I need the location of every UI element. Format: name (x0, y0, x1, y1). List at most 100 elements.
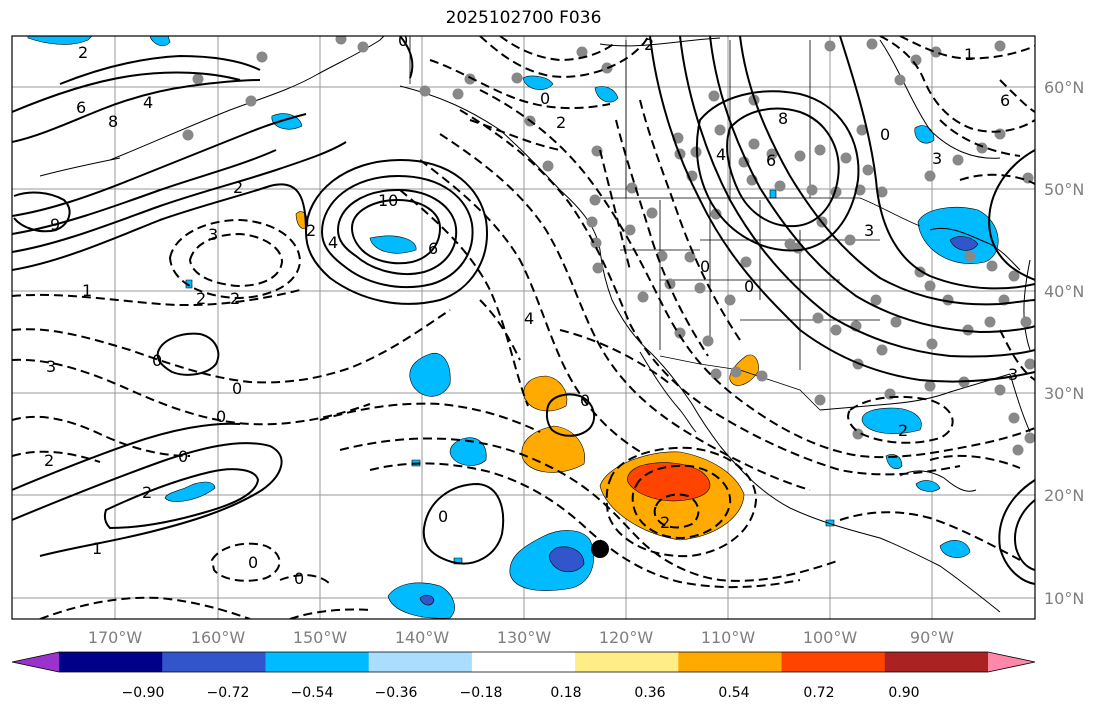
clabel-0-n: 0 (540, 89, 550, 108)
contour-wave-7 (59, 54, 261, 85)
shade-orange-1 (523, 375, 568, 412)
contour-labels: 2 6 8 4 9 2 10 2 4 6 3 2 2 1 0 3 0 0 2 0… (44, 31, 1018, 588)
shade-blue-central-am (939, 540, 971, 558)
clabel-2-top: 2 (644, 35, 654, 54)
clabel-neg3-nw: 3 (208, 225, 218, 244)
clabel-8-ridge: 8 (778, 109, 788, 128)
clabel-neg2-gulf: 2 (898, 421, 908, 440)
cb-label-8: 0.72 (803, 685, 834, 701)
station-dot (870, 294, 882, 306)
contour-wave-4 (12, 113, 307, 217)
contour-pac-2 (103, 468, 260, 530)
clabel-6-ne: 6 (1000, 91, 1010, 110)
dashed-wave-1 (12, 289, 301, 307)
contour-ridge-7 (726, 107, 840, 228)
colorbar (11, 651, 1036, 673)
contour-high-1 (304, 158, 488, 305)
cb-label-9: 0.90 (888, 685, 919, 701)
clabel-0-b: 0 (216, 407, 226, 426)
contour-wave-6 (12, 71, 241, 113)
dashed-rockies-1 (639, 99, 741, 341)
colorbar-segment-3 (265, 652, 370, 672)
lat-tick-labels: 60°N 50°N 40°N 30°N 20°N 10°N (1044, 78, 1084, 608)
station-dot (806, 184, 818, 196)
station-dot (730, 366, 742, 378)
station-dot (994, 128, 1006, 140)
contour-ridge-4 (739, 36, 1035, 306)
dashed-gulf-2 (929, 454, 1021, 469)
clabel-1-w: 1 (82, 281, 92, 300)
station-dot (812, 312, 824, 324)
dashed-north-3 (429, 59, 611, 110)
station-dot (814, 144, 826, 156)
station-dot (182, 129, 194, 141)
clabel-4-ridge: 4 (716, 145, 726, 164)
station-dot (876, 344, 888, 356)
dashed-sw-4 (289, 608, 371, 619)
colorbar-segment-1 (59, 652, 163, 672)
station-dot (866, 38, 878, 50)
station-dot (708, 90, 720, 102)
station-dot (589, 194, 601, 206)
cb-label-3: −0.36 (375, 685, 418, 701)
station-dot (924, 280, 936, 292)
station-dot (794, 150, 806, 162)
lat-label-40n: 40°N (1044, 282, 1084, 301)
dashed-mex-low-1 (605, 446, 758, 558)
station-dot (724, 294, 736, 306)
station-dot (862, 164, 874, 176)
dashed-mex-low-3 (653, 493, 700, 529)
contour-wave-2 (12, 141, 347, 253)
clabel-neg4: 4 (524, 309, 534, 328)
station-dot (714, 124, 726, 136)
dashed-coast-5 (399, 189, 529, 407)
shade-blue-canada (594, 86, 619, 103)
clabel-0-w: 0 (152, 351, 162, 370)
clabel-2-sw: 2 (142, 483, 152, 502)
lat-label-20n: 20°N (1044, 486, 1084, 505)
colorbar-segment-6 (575, 652, 679, 672)
clabel-0-top: 0 (398, 31, 408, 50)
contour-nw-1 (13, 191, 71, 233)
station-dot (1024, 432, 1035, 444)
mexico-west-coast (719, 445, 1001, 613)
station-dot (890, 316, 902, 328)
great-lakes (929, 227, 1021, 271)
station-dot (626, 182, 638, 194)
dashed-gulf-3 (839, 511, 1021, 561)
shade-blue-pac-5-core (419, 594, 435, 606)
alaska-coast (109, 36, 385, 161)
clabel-9: 9 (50, 215, 60, 234)
station-dot (986, 260, 998, 272)
dashed-north-1 (479, 36, 649, 78)
dashed-sw-2 (39, 596, 251, 619)
clabel-0-a: 0 (232, 379, 242, 398)
station-dot (840, 152, 852, 164)
clabel-3-e: 3 (864, 221, 874, 240)
station-dot (1024, 358, 1035, 370)
station-dot (674, 327, 686, 339)
dashed-east-1 (959, 173, 1035, 185)
shade-blue-greatlakes-core (949, 236, 979, 251)
colorbar-segment-8 (781, 652, 886, 672)
contour-high-2 (320, 174, 474, 289)
contour-pac-3 (12, 422, 241, 491)
dashed-pac-mid (559, 329, 671, 385)
clabel-3-se: 3 (1008, 365, 1018, 384)
clabel-0-c: 0 (178, 447, 188, 466)
dashed-wave-2 (12, 309, 451, 384)
lon-label-140w: 140°W (395, 628, 450, 647)
station-dot (962, 324, 974, 336)
station-dot (419, 85, 431, 97)
clabel-neg2-b: 2 (230, 289, 240, 308)
clabel-8: 8 (108, 112, 118, 131)
station-dot (624, 224, 636, 236)
lon-label-90w: 90°W (910, 628, 954, 647)
contour-wave-3 (12, 149, 277, 235)
dashed-coast-2 (459, 109, 961, 476)
station-dot (592, 262, 604, 274)
contour-mid-1 (422, 482, 505, 565)
station-dot (814, 394, 826, 406)
station-dot (710, 208, 722, 220)
lon-label-170w: 170°W (88, 628, 143, 647)
